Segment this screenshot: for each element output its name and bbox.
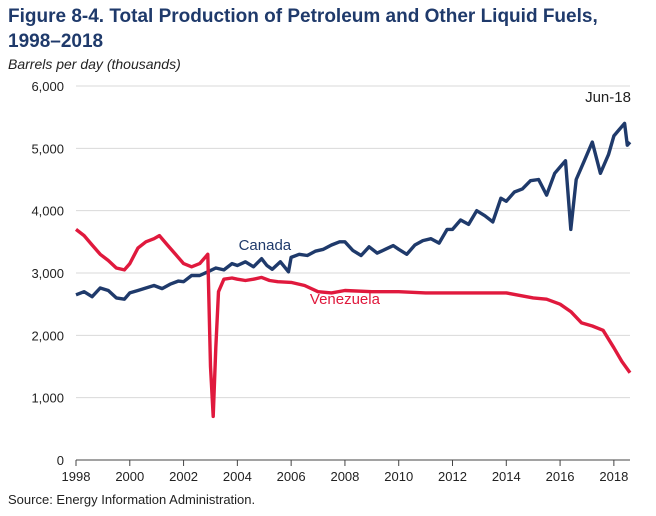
x-tick-label: 2006 [277,469,306,484]
x-tick-label: 2014 [492,469,521,484]
x-tick-label: 2018 [599,469,628,484]
y-tick-label: 1,000 [31,391,64,406]
y-tick-label: 0 [57,453,64,468]
x-tick-label: 2000 [115,469,144,484]
x-tick-label: 2002 [169,469,198,484]
y-tick-label: 2,000 [31,328,64,343]
x-tick-label: 1998 [62,469,91,484]
annotation-jun-18: Jun-18 [585,89,631,106]
series-label-venezuela: Venezuela [310,291,381,308]
y-tick-label: 5,000 [31,141,64,156]
source-note: Source: Energy Information Administratio… [8,492,256,507]
series-line-canada [75,121,632,301]
series-line-venezuela [74,228,632,419]
series-label-canada: Canada [239,237,292,254]
y-tick-label: 3,000 [31,266,64,281]
x-tick-label: 2010 [384,469,413,484]
x-tick-label: 2012 [438,469,467,484]
y-axis-unit-label: Barrels per day (thousands) [8,56,181,72]
x-tick-label: 2016 [546,469,575,484]
y-tick-label: 6,000 [31,79,64,94]
y-tick-label: 4,000 [31,204,64,219]
chart-title: Figure 8-4. Total Production of Petroleu… [8,6,598,52]
x-tick-label: 2004 [223,469,252,484]
x-tick-label: 2008 [330,469,359,484]
